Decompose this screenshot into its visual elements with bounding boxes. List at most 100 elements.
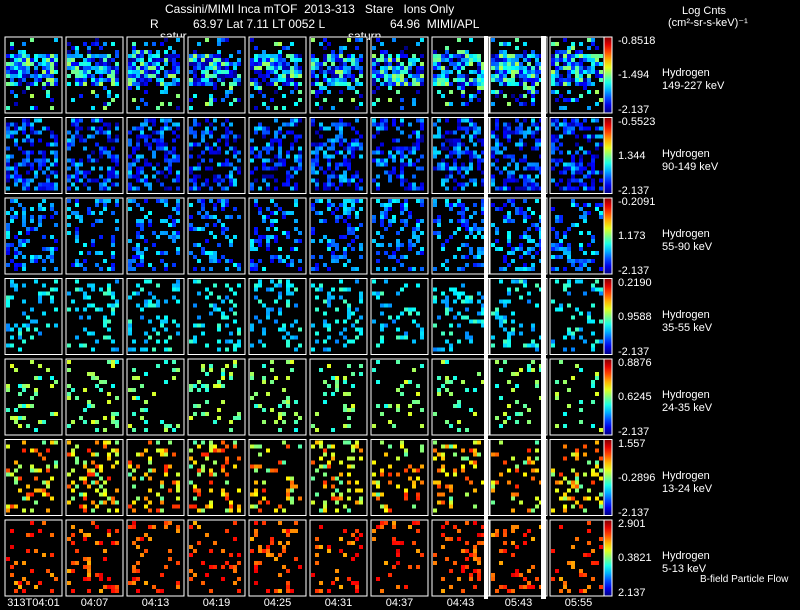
count-pixel	[148, 460, 152, 465]
count-pixel	[519, 54, 523, 58]
count-pixel	[551, 299, 555, 304]
count-pixel	[343, 70, 347, 74]
count-pixel	[527, 267, 531, 271]
count-pixel	[339, 122, 343, 127]
count-pixel	[327, 54, 331, 58]
count-pixel	[433, 287, 437, 292]
count-pixel	[18, 74, 22, 78]
count-pixel	[156, 82, 160, 86]
count-pixel	[87, 472, 91, 477]
count-pixel	[266, 243, 270, 247]
count-pixel	[46, 480, 50, 485]
count-pixel	[571, 565, 575, 569]
count-pixel	[87, 400, 91, 404]
count-pixel	[384, 561, 388, 565]
count-pixel	[319, 42, 323, 46]
count-pixel	[229, 372, 233, 376]
count-pixel	[193, 335, 197, 340]
count-pixel	[575, 70, 579, 74]
count-pixel	[67, 343, 71, 348]
count-pixel	[555, 215, 559, 219]
count-pixel	[99, 74, 103, 78]
count-pixel	[46, 126, 50, 131]
count-pixel	[457, 428, 461, 432]
count-pixel	[323, 142, 327, 147]
count-pixel	[103, 315, 107, 320]
count-pixel	[404, 154, 408, 159]
count-pixel	[274, 138, 278, 143]
count-pixel	[511, 541, 515, 545]
count-pixel	[412, 186, 416, 191]
count-pixel	[270, 368, 274, 372]
count-pixel	[189, 142, 193, 147]
count-pixel	[266, 307, 270, 312]
count-pixel	[95, 78, 99, 82]
count-pixel	[343, 287, 347, 292]
count-pixel	[599, 291, 603, 296]
count-pixel	[445, 307, 449, 312]
count-pixel	[140, 476, 144, 481]
count-pixel	[258, 235, 262, 239]
count-pixel	[164, 70, 168, 74]
count-pixel	[396, 553, 400, 557]
count-pixel	[6, 66, 10, 70]
count-pixel	[156, 339, 160, 344]
count-pixel	[201, 203, 205, 207]
count-pixel	[111, 291, 115, 296]
count-pixel	[481, 295, 485, 300]
count-pixel	[30, 219, 34, 223]
count-pixel	[91, 239, 95, 243]
count-pixel	[527, 126, 531, 131]
count-pixel	[351, 311, 355, 316]
count-pixel	[315, 94, 319, 98]
count-pixel	[46, 255, 50, 259]
count-pixel	[331, 496, 335, 501]
count-pixel	[535, 162, 539, 167]
count-pixel	[250, 263, 254, 267]
count-pixel	[388, 404, 392, 408]
count-pixel	[111, 500, 115, 505]
count-pixel	[515, 211, 519, 215]
count-pixel	[531, 476, 535, 481]
count-pixel	[591, 343, 595, 348]
count-pixel	[286, 376, 290, 380]
count-pixel	[14, 235, 18, 239]
count-pixel	[209, 251, 213, 255]
count-pixel	[441, 492, 445, 497]
count-pixel	[507, 186, 511, 191]
count-pixel	[95, 464, 99, 469]
count-pixel	[559, 215, 563, 219]
count-pixel	[465, 166, 469, 171]
count-pixel	[551, 58, 555, 62]
count-pixel	[587, 82, 591, 86]
count-pixel	[511, 589, 515, 593]
count-pixel	[408, 267, 412, 271]
count-pixel	[176, 323, 180, 328]
count-pixel	[359, 207, 363, 211]
count-pixel	[335, 166, 339, 171]
count-pixel	[34, 186, 38, 191]
count-pixel	[254, 480, 258, 485]
count-pixel	[465, 150, 469, 155]
count-pixel	[384, 504, 388, 509]
count-pixel	[67, 130, 71, 135]
count-pixel	[457, 138, 461, 143]
count-pixel	[217, 380, 221, 384]
count-pixel	[75, 126, 79, 131]
count-pixel	[71, 263, 75, 267]
count-pixel	[136, 589, 140, 593]
count-pixel	[519, 500, 523, 505]
count-pixel	[14, 66, 18, 70]
count-pixel	[75, 235, 79, 239]
count-pixel	[50, 203, 54, 207]
count-pixel	[404, 331, 408, 336]
count-pixel	[115, 529, 119, 533]
count-pixel	[355, 90, 359, 94]
count-pixel	[551, 577, 555, 581]
count-pixel	[469, 166, 473, 171]
count-pixel	[311, 255, 315, 259]
count-pixel	[437, 118, 441, 123]
count-pixel	[477, 541, 481, 545]
count-pixel	[270, 279, 274, 284]
count-pixel	[416, 311, 420, 316]
